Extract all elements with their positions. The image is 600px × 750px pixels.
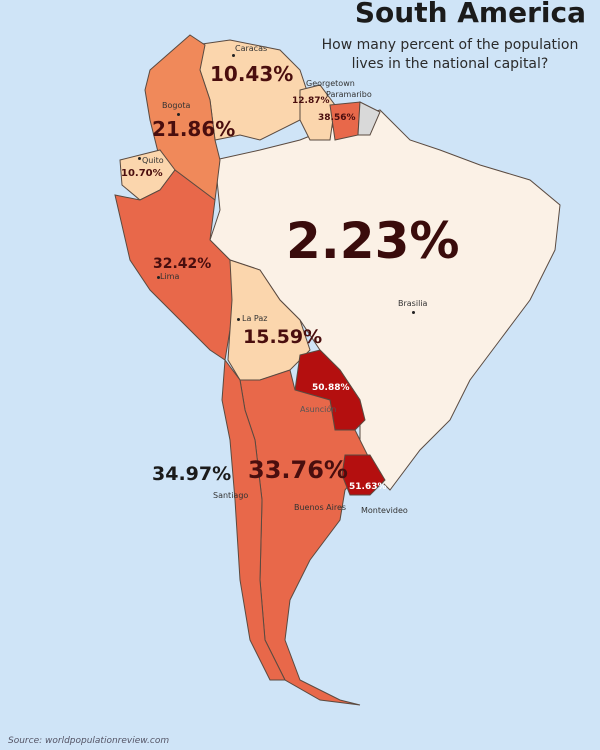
capital-label-brasilia: Brasilia bbox=[398, 299, 428, 308]
percent-label-uruguay: 51.63% bbox=[349, 482, 387, 492]
capital-label-la-paz: La Paz bbox=[242, 314, 268, 323]
percent-label-peru: 32.42% bbox=[153, 256, 212, 272]
capital-dot-brasilia bbox=[412, 311, 415, 314]
capital-label-georgetown: Georgetown bbox=[306, 79, 355, 88]
percent-label-guyana: 12.87% bbox=[292, 96, 330, 106]
region-guyana bbox=[299, 84, 336, 141]
map-title: South America bbox=[354, 0, 586, 29]
percent-label-chile: 34.97% bbox=[152, 463, 232, 485]
capital-label-bogota: Bogota bbox=[162, 101, 191, 110]
region-chile bbox=[221, 358, 286, 681]
capital-dot-quito bbox=[138, 157, 141, 160]
capital-label-paramaribo: Paramaribo bbox=[326, 90, 372, 99]
region-uruguay bbox=[341, 454, 386, 496]
percent-label-ecuador: 10.70% bbox=[121, 168, 163, 179]
map-subtitle: How many percent of the population lives… bbox=[321, 37, 579, 72]
capital-label-asuncion: Asunción bbox=[300, 405, 337, 414]
percent-label-paraguay: 50.88% bbox=[312, 383, 350, 393]
capital-dot-bogota bbox=[177, 113, 180, 116]
capital-label-buenos-aires: Buenos Aires bbox=[294, 503, 347, 512]
percent-label-argentina: 33.76% bbox=[248, 456, 348, 484]
region-french-guiana bbox=[357, 101, 381, 136]
percent-label-bolivia: 15.59% bbox=[243, 326, 323, 348]
capital-label-montevideo: Montevideo bbox=[361, 506, 408, 515]
percent-label-suriname: 38.56% bbox=[318, 113, 356, 123]
capital-dot-lima bbox=[157, 276, 160, 279]
capital-label-lima: Lima bbox=[160, 272, 180, 281]
capital-label-caracas: Caracas bbox=[235, 44, 268, 53]
capital-label-santiago: Santiago bbox=[213, 491, 249, 500]
capital-dot-la-paz bbox=[237, 318, 240, 321]
capital-label-quito: Quito bbox=[142, 156, 164, 165]
percent-label-colombia: 21.86% bbox=[152, 117, 236, 141]
capital-dot-caracas bbox=[232, 54, 235, 57]
percent-label-venezuela: 10.43% bbox=[210, 62, 294, 86]
percent-label-brazil: 2.23% bbox=[286, 212, 460, 270]
source-credit: Source: worldpopulationreview.com bbox=[8, 736, 170, 746]
